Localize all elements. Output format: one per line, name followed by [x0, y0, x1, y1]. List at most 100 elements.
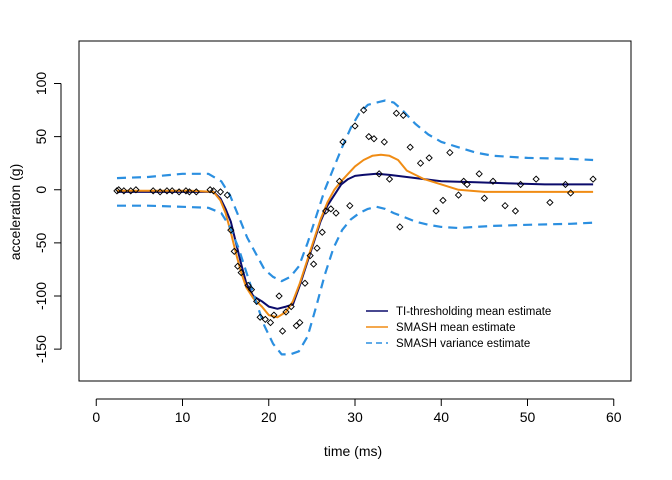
data-point: [156, 188, 164, 196]
data-point: [301, 279, 309, 287]
data-point: [244, 281, 252, 290]
y-tick-label: -50: [33, 233, 49, 253]
data-point: [313, 244, 321, 252]
plot-frame: [78, 40, 632, 382]
data-point: [396, 223, 404, 231]
data-points: [113, 106, 597, 335]
y-tick-label: -150: [33, 335, 49, 363]
data-point: [432, 207, 440, 215]
y-axis-title: acceleration (g): [7, 164, 23, 261]
y-tick-label: 0: [33, 186, 49, 194]
data-point: [266, 318, 275, 327]
data-point: [168, 187, 176, 195]
data-point: [282, 308, 290, 316]
x-tick-label: 20: [261, 409, 277, 425]
data-point: [223, 191, 231, 199]
data-point: [332, 209, 340, 217]
series-lines: [116, 99, 594, 356]
x-axis: 0 10 20 30 40 50 60: [92, 398, 622, 425]
data-point: [209, 187, 218, 195]
data-point: [115, 186, 123, 194]
data-point: [365, 132, 373, 141]
data-point: [501, 202, 509, 210]
data-point: [370, 135, 378, 143]
data-point: [113, 187, 121, 195]
data-point: [339, 138, 347, 146]
data-point: [322, 207, 330, 215]
x-tick-label: 60: [606, 409, 622, 425]
data-point: [216, 188, 225, 196]
data-point: [446, 148, 454, 157]
data-point: [120, 187, 128, 195]
data-point: [270, 311, 278, 319]
data-point: [237, 268, 245, 277]
data-point: [399, 111, 407, 120]
data-point: [416, 159, 425, 167]
data-point: [561, 180, 570, 189]
data-point: [234, 262, 242, 270]
data-point: [275, 292, 283, 300]
y-tick-label: -100: [33, 282, 49, 310]
legend: TI-thresholding mean estimate SMASH mean …: [366, 306, 551, 350]
data-point: [287, 302, 295, 311]
data-point: [546, 198, 554, 207]
x-tick-label: 0: [92, 409, 100, 425]
data-point: [256, 313, 264, 321]
series-line-2: [116, 99, 594, 283]
data-point: [439, 196, 447, 205]
data-point: [475, 170, 483, 178]
data-point: [532, 175, 540, 183]
data-point: [359, 106, 368, 114]
data-point: [175, 188, 183, 196]
data-point: [516, 180, 525, 189]
data-point: [589, 175, 597, 183]
series-line-1: [117, 153, 594, 319]
data-point: [278, 327, 287, 335]
data-point: [460, 177, 468, 185]
series-line-3: [117, 204, 594, 356]
y-tick-label: 100: [33, 72, 49, 96]
data-point: [463, 180, 471, 189]
data-point: [385, 175, 394, 183]
plot-border: [78, 40, 632, 382]
data-point: [149, 187, 157, 195]
data-point: [306, 251, 314, 260]
x-tick-label: 30: [347, 409, 363, 425]
data-point: [192, 188, 200, 196]
legend-label-0: TI-thresholding mean estimate: [396, 306, 551, 318]
data-point: [253, 297, 261, 305]
data-point: [406, 143, 414, 151]
data-point: [351, 122, 359, 130]
legend-label-1: SMASH mean estimate: [396, 322, 516, 334]
x-tick-label: 10: [175, 409, 191, 425]
data-point: [425, 154, 433, 162]
data-point: [480, 194, 489, 202]
data-point: [318, 228, 326, 236]
x-tick-label: 40: [433, 409, 449, 425]
y-tick-label: 50: [33, 129, 49, 145]
data-point: [296, 318, 304, 327]
data-point: [566, 189, 575, 197]
data-point: [292, 322, 300, 330]
legend-label-2: SMASH variance estimate: [396, 338, 530, 350]
data-point: [454, 191, 463, 199]
data-point: [309, 260, 318, 268]
data-point: [163, 187, 171, 195]
x-axis-title: time (ms): [324, 443, 382, 459]
data-point: [392, 109, 401, 117]
data-point: [230, 247, 238, 256]
data-point: [247, 285, 256, 294]
data-point: [511, 207, 520, 215]
data-point: [185, 188, 194, 196]
x-tick-label: 50: [520, 409, 536, 425]
data-point: [489, 177, 497, 185]
data-point: [327, 205, 335, 213]
data-point: [261, 315, 269, 324]
data-point: [132, 186, 140, 194]
data-point: [227, 226, 235, 234]
data-point: [346, 202, 354, 210]
data-point: [380, 138, 388, 146]
y-axis: -150 -100 -50 0 50 100: [33, 72, 62, 363]
data-point: [335, 177, 344, 185]
